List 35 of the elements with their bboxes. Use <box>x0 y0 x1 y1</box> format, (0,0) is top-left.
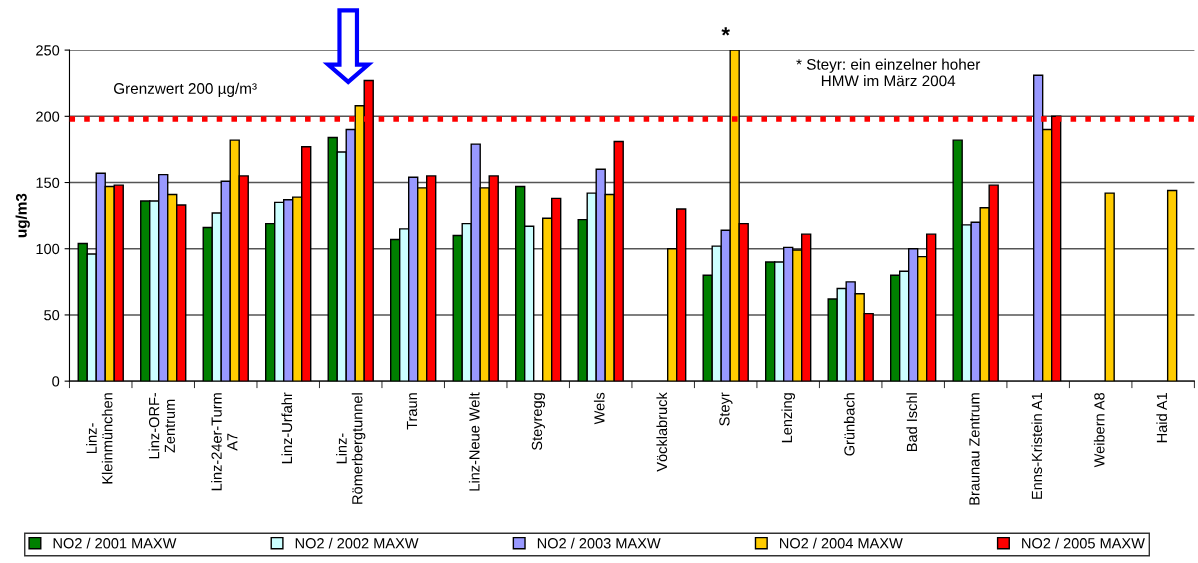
x-tick-label: Linz-Neue Welt <box>468 392 480 491</box>
x-tick-label: Steyregg <box>531 393 545 450</box>
legend-label: NO2 / 2003 MAXW <box>537 537 661 549</box>
x-tick-label: Steyr <box>719 392 733 426</box>
x-tick-label: Linz-Urfahr <box>281 392 293 464</box>
x-tick-label: Lenzing <box>781 393 795 443</box>
legend-label: NO2 / 2002 MAXW <box>295 537 419 549</box>
x-tick-label: Traun <box>406 393 418 430</box>
x-tick-label: Linz- Kleinmünchen <box>86 393 113 484</box>
annotation: * Steyr: ein einzelner hoher HMW im März 2004 <box>796 58 981 87</box>
x-tick-label: Haid A1 <box>1156 392 1168 443</box>
bar <box>1166 189 1178 382</box>
y-axis-title: ug/m3 <box>15 193 30 238</box>
x-tick-label: Braunau Zentrum <box>969 393 980 505</box>
legend-label: NO2 / 2004 MAXW <box>780 537 903 549</box>
y-tick-label: 100 <box>36 243 60 255</box>
bar <box>1104 192 1115 382</box>
x-tick-label: Linz-24er-Turm A7 <box>211 393 238 491</box>
x-tick-label: Enns-Kristein A1 <box>1031 392 1043 499</box>
text: * <box>721 27 730 36</box>
x-tick-label: Bad Ischl <box>906 393 918 452</box>
ref-line-label: Grenzwert 200 µg/m³ <box>114 82 257 97</box>
y-tick-label: 200 <box>36 111 60 122</box>
y-tick-label: 0 <box>52 376 60 387</box>
y-tick-label: 250 <box>36 45 60 56</box>
x-tick-label: Vöcklabruck <box>656 392 668 472</box>
legend-label: NO2 / 2005 MAXW <box>1022 537 1145 549</box>
x-tick-label: Weibern A8 <box>1093 392 1105 468</box>
y-tick-label: 150 <box>36 177 60 188</box>
x-tick-label: Grünbach <box>843 393 855 456</box>
x-tick-label: Linz-ORF- Zentrum <box>148 392 175 459</box>
y-tick-label: 50 <box>44 310 60 321</box>
legend-label: NO2 / 2001 MAXW <box>53 537 177 549</box>
x-tick-label: Linz- Römerbergtunnel <box>336 393 366 504</box>
x-tick-label: Wels <box>593 392 605 425</box>
